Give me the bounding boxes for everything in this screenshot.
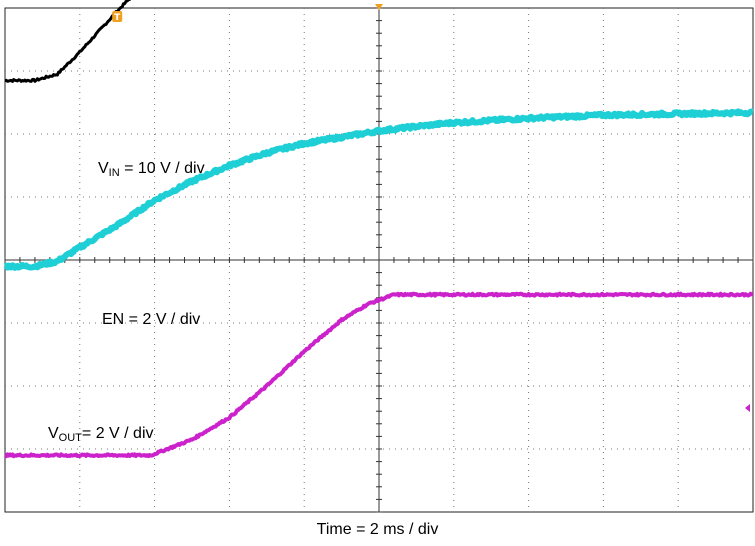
grid (4, 7, 754, 513)
trigger-marker-text: T (114, 13, 121, 23)
trace-vout (4, 291, 754, 459)
x-axis-label: Time = 2 ms / div (316, 521, 439, 538)
vout-label: VOUT= 2 V / div (48, 425, 154, 444)
en-label: EN = 2 V / div (102, 311, 201, 328)
markers: T (112, 4, 750, 413)
trigger-position-marker (375, 4, 383, 10)
trace-en (3, 108, 755, 271)
traces (3, 0, 755, 459)
vout-level-marker (745, 404, 750, 413)
vin-label: VIN = 10 V / div (98, 160, 205, 179)
trigger-marker-box (112, 11, 123, 22)
